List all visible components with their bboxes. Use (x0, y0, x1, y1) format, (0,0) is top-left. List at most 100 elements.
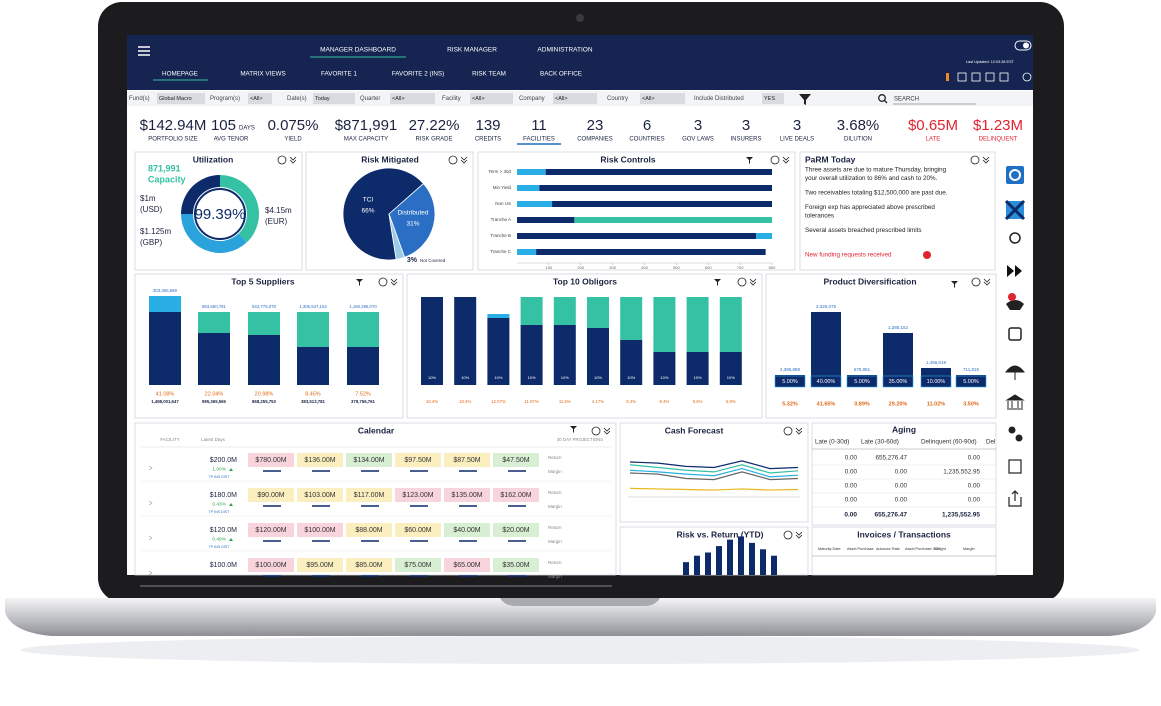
bar-total: 995,365,565 (202, 399, 227, 404)
bar-top-label: 1,456,019 (926, 360, 947, 365)
panel-action[interactable] (378, 277, 388, 287)
cell-value: $120.00M (255, 527, 286, 534)
aging-value: 655,276.47 (875, 455, 907, 462)
bar-dark (297, 347, 329, 385)
panel-action[interactable] (277, 155, 287, 165)
bar-total: 383,513,781 (301, 399, 326, 404)
panel-collapse[interactable] (782, 156, 790, 164)
panel-collapse[interactable] (749, 278, 757, 286)
panel-title: Calendar (358, 425, 395, 435)
header (127, 35, 1033, 90)
kpi-label: LATE (926, 137, 941, 143)
panel-action[interactable] (770, 155, 780, 165)
filter-box[interactable] (762, 93, 784, 104)
sidebar-icon[interactable] (1007, 265, 1022, 277)
icon[interactable] (985, 72, 995, 82)
expand-icon[interactable] (148, 500, 153, 506)
kpi-label: MAX CAPACITY (344, 137, 388, 143)
bar-top-label: 711,815 (963, 367, 979, 372)
row-label: Min Yield (493, 185, 512, 190)
menu-icon[interactable] (138, 46, 150, 56)
x-tick-label: 300 (609, 265, 616, 270)
bar-pct: 11.02% (927, 401, 945, 407)
expand-icon[interactable] (148, 570, 153, 576)
aging-value: 0.00 (895, 483, 908, 490)
bar-pct: 11.6% (559, 399, 571, 404)
projection-label: Return (548, 490, 562, 495)
info-icon[interactable] (946, 73, 949, 81)
panel-action[interactable] (448, 155, 458, 165)
cell-value: $162.00M (500, 492, 531, 499)
sidebar-icon[interactable] (1006, 300, 1024, 310)
sidebar-icon[interactable] (1008, 459, 1022, 474)
expand-icon[interactable] (148, 535, 153, 541)
panel-action[interactable] (971, 277, 981, 287)
sidebar-icon[interactable] (1005, 394, 1025, 410)
usd-label: (USD) (140, 205, 163, 214)
aging-total: 655,276.47 (874, 512, 907, 519)
tags: TP INS DIST (209, 475, 231, 479)
icon[interactable] (957, 72, 967, 82)
filter-box[interactable] (470, 93, 513, 104)
toggle[interactable] (1014, 40, 1032, 51)
kpi-value: 3.68% (837, 117, 880, 134)
alert-icon (923, 251, 931, 259)
filter-box[interactable] (313, 93, 355, 104)
sidebar-icon[interactable] (1009, 232, 1021, 244)
aging-value: 0.00 (845, 497, 858, 504)
sidebar-icon[interactable] (1008, 426, 1016, 434)
projection-label: Return (548, 455, 562, 460)
sidebar-icon[interactable] (1008, 327, 1022, 341)
filter-box[interactable] (640, 93, 685, 104)
column-header: 30 DAY PROJECTIONS (557, 437, 603, 442)
icon[interactable] (999, 72, 1009, 82)
bar-top-label: 2,396,988 (780, 367, 801, 372)
filter-box[interactable] (248, 93, 272, 104)
eur-value: $4.15m (265, 206, 292, 215)
aging-value: 1,235,552.95 (943, 469, 980, 476)
panel-collapse[interactable] (795, 531, 803, 539)
sidebar-icon[interactable] (1008, 490, 1022, 507)
funnel-icon[interactable] (746, 157, 753, 164)
filter-box[interactable] (553, 93, 597, 104)
search-icon[interactable] (878, 94, 886, 102)
calendar-cell (297, 523, 343, 537)
funnel-icon[interactable] (951, 281, 958, 288)
filter-box[interactable] (157, 93, 205, 104)
calendar-cell (297, 453, 343, 467)
aging-value: 0.00 (845, 483, 858, 490)
icon[interactable] (1022, 72, 1032, 82)
panel-title: PaRM Today (805, 154, 856, 164)
panel-collapse[interactable] (983, 278, 991, 286)
panel-action[interactable] (970, 155, 980, 165)
bar-dark (587, 328, 609, 385)
panel-collapse[interactable] (289, 156, 297, 164)
panel-collapse[interactable] (460, 156, 468, 164)
expand-icon[interactable] (148, 465, 153, 471)
bar (760, 549, 766, 575)
sidebar-icon[interactable] (1006, 166, 1024, 184)
bar-top (587, 297, 609, 328)
panel-title: Risk Controls (600, 154, 656, 164)
bar-inner: 10% (694, 375, 702, 380)
icon[interactable] (971, 72, 981, 82)
panel-collapse[interactable] (390, 278, 398, 286)
filter-icon[interactable] (799, 94, 811, 105)
funnel-icon[interactable] (356, 279, 363, 286)
aging-total: 0.00 (844, 512, 857, 519)
kpi-value: 105 (211, 117, 236, 134)
panel-collapse[interactable] (982, 156, 990, 164)
sidebar-icon[interactable] (1004, 365, 1026, 380)
panel-action[interactable] (737, 277, 747, 287)
panel-collapse[interactable] (795, 427, 803, 435)
funnel-icon[interactable] (714, 279, 721, 286)
projection-label: Return (548, 560, 562, 565)
panel-action[interactable] (591, 426, 601, 436)
filter-box[interactable] (390, 93, 435, 104)
funnel-icon[interactable] (570, 426, 577, 433)
kpi-value: 6 (643, 117, 651, 134)
panel-collapse[interactable] (603, 427, 611, 435)
panel-action[interactable] (783, 426, 793, 436)
panel-action[interactable] (783, 530, 793, 540)
